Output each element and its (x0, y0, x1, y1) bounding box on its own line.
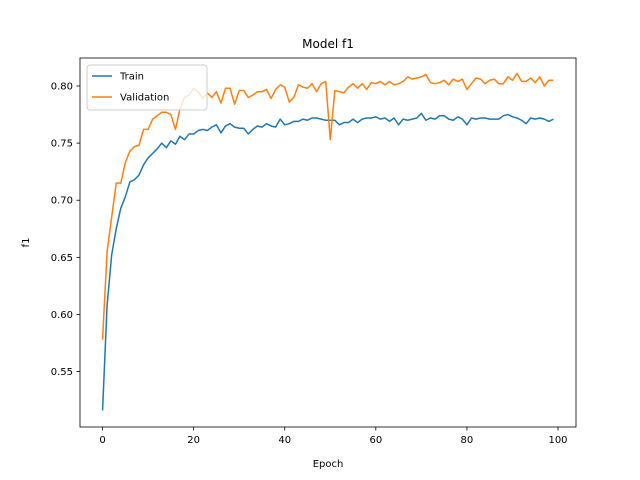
series-line-validation (101, 72, 554, 340)
x-tick-label: 20 (187, 435, 200, 446)
x-axis-label: Epoch (313, 459, 344, 470)
y-axis-label: f1 (21, 238, 32, 248)
series-line-train (101, 112, 554, 411)
x-axis: 0 20 40 60 80 100 (99, 427, 568, 446)
y-tick-label: 0.65 (51, 253, 73, 264)
x-tick-label: 100 (548, 435, 567, 446)
legend: Train Validation (86, 64, 208, 111)
legend-label-train: Train (119, 72, 144, 83)
y-axis: 0.55 0.60 0.65 0.70 0.75 0.80 (51, 81, 80, 378)
legend-box (86, 64, 208, 111)
legend-label-validation: Validation (120, 93, 169, 104)
y-tick-label: 0.80 (51, 81, 73, 92)
x-tick-label: 60 (369, 435, 382, 446)
y-tick-label: 0.55 (51, 367, 73, 378)
chart-title: Model f1 (302, 37, 354, 51)
x-tick-label: 40 (278, 435, 291, 446)
y-tick-label: 0.70 (51, 196, 73, 207)
plot-frame (79, 57, 577, 428)
y-tick-label: 0.60 (51, 310, 73, 321)
x-tick-label: 0 (99, 435, 105, 446)
y-tick-label: 0.75 (51, 139, 73, 150)
series-layer (101, 72, 554, 411)
x-tick-label: 80 (461, 435, 474, 446)
